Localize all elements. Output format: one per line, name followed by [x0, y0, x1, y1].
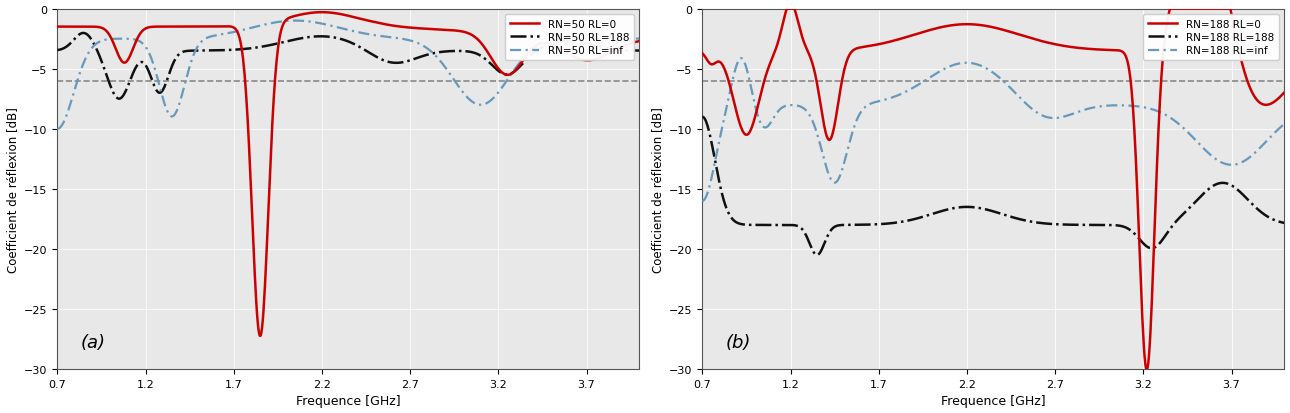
RN=188 RL=0 — [1136, 354, 1152, 359]
RN=50 RL=0 — [493, 69, 508, 74]
RN=50 RL=188 — [632, 49, 648, 54]
RN=188 RL=inf — [1049, 116, 1064, 121]
RN=50 RL=188 — [86, 42, 102, 47]
RN=188 RL=inf — [1136, 106, 1152, 111]
RN=50 RL=inf — [288, 19, 303, 24]
RN=50 RL=0 — [252, 334, 267, 339]
RN=188 RL=0 — [730, 116, 746, 121]
Line: RN=50 RL=0: RN=50 RL=0 — [57, 13, 640, 336]
RN=188 RL=0 — [1197, 7, 1213, 12]
RN=188 RL=188 — [1197, 191, 1213, 196]
Line: RN=188 RL=188: RN=188 RL=188 — [702, 117, 1285, 255]
RN=50 RL=188 — [552, 40, 568, 45]
RN=188 RL=0 — [1066, 46, 1081, 51]
RN=188 RL=0 — [694, 52, 710, 57]
X-axis label: Frequence [GHz]: Frequence [GHz] — [297, 394, 401, 408]
RN=50 RL=inf — [49, 127, 64, 132]
Line: RN=50 RL=188: RN=50 RL=188 — [57, 34, 640, 100]
RN=188 RL=188 — [694, 115, 710, 120]
RN=188 RL=188 — [1136, 242, 1152, 247]
Legend: RN=188 RL=0, RN=188 RL=188, RN=188 RL=inf: RN=188 RL=0, RN=188 RL=188, RN=188 RL=in… — [1143, 15, 1280, 61]
RN=50 RL=inf — [404, 39, 419, 44]
RN=50 RL=188 — [49, 48, 64, 53]
RN=50 RL=0 — [313, 11, 329, 16]
RN=188 RL=0 — [1049, 43, 1064, 48]
RN=188 RL=inf — [1277, 122, 1290, 127]
RN=188 RL=188 — [1066, 223, 1081, 228]
RN=188 RL=188 — [1033, 221, 1049, 226]
RN=188 RL=inf — [694, 199, 710, 204]
RN=50 RL=inf — [491, 89, 507, 94]
RN=50 RL=0 — [422, 27, 437, 32]
RN=50 RL=0 — [390, 25, 405, 30]
RN=188 RL=inf — [730, 60, 746, 65]
RN=188 RL=188 — [730, 221, 746, 226]
RN=188 RL=188 — [809, 253, 824, 258]
RN=50 RL=188 — [422, 52, 437, 57]
RN=50 RL=0 — [632, 40, 648, 45]
RN=188 RL=0 — [779, 7, 795, 12]
RN=50 RL=188 — [493, 71, 508, 76]
RN=188 RL=inf — [1033, 113, 1049, 118]
Y-axis label: Coefficient de réflexion [dB]: Coefficient de réflexion [dB] — [5, 107, 18, 272]
RN=50 RL=188 — [111, 97, 126, 102]
RN=50 RL=0 — [49, 25, 64, 30]
RN=188 RL=inf — [1197, 147, 1213, 152]
RN=50 RL=188 — [390, 61, 405, 66]
RN=188 RL=0 — [1033, 39, 1049, 44]
RN=50 RL=inf — [421, 48, 436, 53]
X-axis label: Frequence [GHz]: Frequence [GHz] — [942, 394, 1046, 408]
RN=50 RL=inf — [388, 36, 404, 41]
RN=50 RL=0 — [552, 47, 568, 52]
Line: RN=50 RL=inf: RN=50 RL=inf — [57, 21, 640, 129]
RN=50 RL=0 — [404, 26, 419, 31]
Y-axis label: Coefficient de réflexion [dB]: Coefficient de réflexion [dB] — [650, 107, 663, 272]
Line: RN=188 RL=inf: RN=188 RL=inf — [702, 59, 1285, 202]
RN=188 RL=inf — [1066, 112, 1081, 116]
Legend: RN=50 RL=0, RN=50 RL=188, RN=50 RL=inf: RN=50 RL=0, RN=50 RL=188, RN=50 RL=inf — [504, 15, 635, 61]
Text: (b): (b) — [725, 333, 751, 351]
RN=50 RL=188 — [76, 31, 92, 36]
RN=188 RL=0 — [1139, 367, 1155, 372]
RN=50 RL=inf — [85, 45, 101, 50]
RN=188 RL=188 — [1049, 222, 1064, 227]
RN=50 RL=0 — [85, 25, 101, 30]
RN=188 RL=188 — [1277, 221, 1290, 226]
Text: (a): (a) — [80, 333, 106, 351]
RN=188 RL=0 — [1277, 90, 1290, 95]
Line: RN=188 RL=0: RN=188 RL=0 — [702, 9, 1285, 369]
RN=50 RL=inf — [632, 37, 648, 42]
RN=50 RL=inf — [552, 38, 568, 43]
RN=188 RL=inf — [733, 57, 748, 62]
RN=50 RL=188 — [404, 58, 419, 63]
